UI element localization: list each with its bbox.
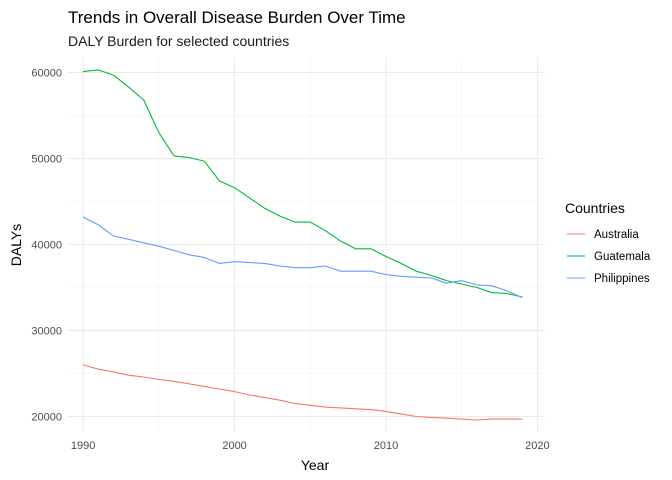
x-axis: 1990 2000 2010 2020 [71,440,550,452]
y-axis-title: DALYs [8,224,24,267]
legend-label-guatemala: Guatemala [594,251,651,263]
x-tick-label: 2020 [525,440,549,452]
y-tick-label: 20000 [31,412,62,424]
series-line-philippines [82,216,523,299]
legend-label-australia: Australia [594,229,639,241]
y-tick-label: 30000 [31,326,62,338]
y-tick-label: 40000 [31,240,62,252]
legend-label-philippines: Philippines [594,273,650,285]
chart-title: Trends in Overall Disease Burden Over Ti… [68,8,406,27]
legend: Countries Australia Guatemala Philippines [565,200,651,285]
grid [68,57,545,432]
x-axis-title: Year [301,457,330,473]
x-tick-label: 2010 [374,440,398,452]
series-lines [82,69,523,421]
chart-subtitle: DALY Burden for selected countries [68,33,289,49]
x-tick-label: 1990 [71,440,95,452]
y-axis: 20000 30000 40000 50000 60000 [31,67,62,423]
y-tick-label: 50000 [31,153,62,165]
x-tick-label: 2000 [222,440,246,452]
legend-title: Countries [565,200,625,216]
series-line-guatemala [83,69,523,298]
y-tick-label: 60000 [31,67,62,79]
series-line-australia [82,364,523,421]
